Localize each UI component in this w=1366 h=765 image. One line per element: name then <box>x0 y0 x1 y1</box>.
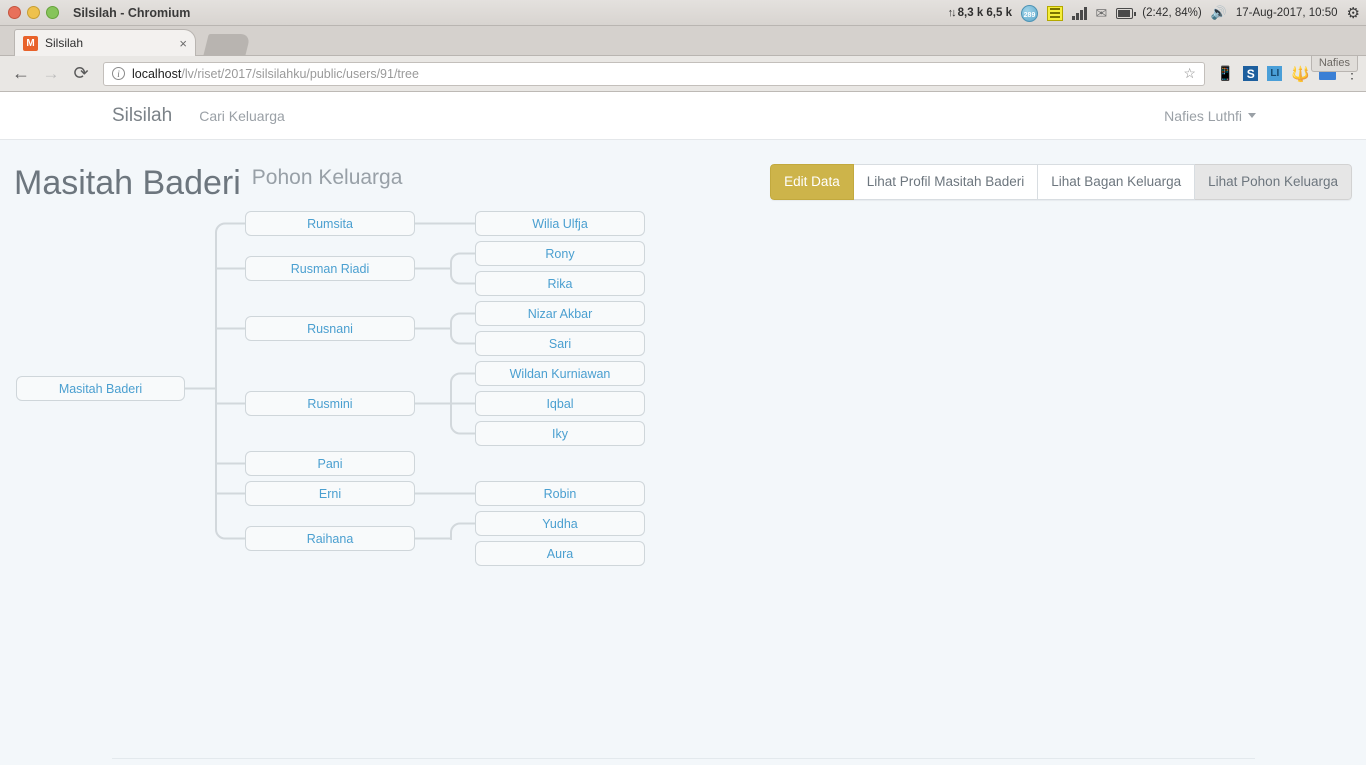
action-button-3[interactable]: Lihat Pohon Keluarga <box>1195 164 1352 201</box>
window-maximize-button[interactable] <box>46 6 59 19</box>
navbar-brand[interactable]: Silsilah <box>112 104 173 126</box>
browser-tab-strip: M Silsilah × Nafies <box>0 26 1366 72</box>
page-subtitle: Pohon Keluarga <box>251 166 403 189</box>
tree-node-grandchild[interactable]: Iky <box>475 421 645 446</box>
tree-node-grandchild[interactable]: Nizar Akbar <box>475 301 645 326</box>
tree-node-grandchild[interactable]: Rika <box>475 271 645 296</box>
browser-toolbar: ← → ⟳ i localhost/lv/riset/2017/silsilah… <box>0 56 1366 92</box>
page-title: Masitah Baderi <box>14 164 241 202</box>
tree-node-root[interactable]: Masitah Baderi <box>16 376 185 401</box>
tree-node-grandchild[interactable]: Iqbal <box>475 391 645 416</box>
tree-node-grandchild[interactable]: Sari <box>475 331 645 356</box>
family-tree: Masitah Baderi Rumsita Wilia Ulfja Rusman R… <box>0 140 1366 566</box>
window-title: Silsilah - Chromium <box>73 5 191 20</box>
favicon-icon: M <box>23 35 38 51</box>
os-title-bar: Silsilah - Chromium ↑↓ 8,3 k 6,5 k 289 ✉… <box>0 0 1366 26</box>
action-button-0[interactable]: Edit Data <box>770 164 854 201</box>
gear-icon[interactable]: ⚙ <box>1346 5 1360 22</box>
tree-node-grandchild[interactable]: Yudha <box>475 511 645 536</box>
mobile-push-icon[interactable]: 📱 <box>1216 65 1235 81</box>
clock-datetime: 17-Aug-2017, 10:50 <box>1235 7 1338 19</box>
tree-node-child[interactable]: Rusmini <box>245 391 415 416</box>
network-speed-text: 8,3 k 6,5 k <box>957 7 1012 19</box>
battery-status-text: (2:42, 84%) <box>1142 7 1202 19</box>
url-text: localhost/lv/riset/2017/silsilahku/publi… <box>132 67 1176 81</box>
action-button-2[interactable]: Lihat Bagan Keluarga <box>1038 164 1196 201</box>
url-path: /lv/riset/2017/silsilahku/public/users/9… <box>181 66 419 81</box>
network-speed-indicator: ↑↓ 8,3 k 6,5 k <box>948 7 1012 19</box>
action-button-group: Edit Data Lihat Profil Masitah Baderi Liha… <box>770 164 1352 201</box>
mail-icon[interactable]: ✉ <box>1095 4 1108 21</box>
new-tab-button[interactable] <box>203 34 251 56</box>
network-arrows-icon: ↑↓ <box>947 7 957 19</box>
tab-title: Silsilah <box>45 36 84 50</box>
close-icon[interactable]: × <box>179 35 187 51</box>
url-bar[interactable]: i localhost/lv/riset/2017/silsilahku/pub… <box>103 61 1205 86</box>
forward-icon[interactable]: → <box>42 63 60 83</box>
list-icon[interactable] <box>1047 5 1063 21</box>
tree-node-grandchild[interactable]: Robin <box>475 481 645 506</box>
s-extension-icon[interactable]: S <box>1243 66 1259 81</box>
page-content: Masitah Baderi Pohon Keluarga Edit Data L… <box>0 140 1366 764</box>
volume-icon[interactable]: 🔊 <box>1210 5 1227 20</box>
tree-node-child[interactable]: Raihana <box>245 526 415 551</box>
tree-node-child[interactable]: Erni <box>245 481 415 506</box>
tree-node-grandchild[interactable]: Rony <box>475 241 645 266</box>
tree-node-child[interactable]: Rusnani <box>245 316 415 341</box>
laravel-icon[interactable]: 🔱 <box>1291 65 1310 83</box>
tree-node-child[interactable]: Pani <box>245 451 415 476</box>
window-minimize-button[interactable] <box>27 6 40 19</box>
tree-node-grandchild[interactable]: Wildan Kurniawan <box>475 361 645 386</box>
user-menu-label: Nafies Luthfi <box>1164 107 1242 124</box>
tree-node-grandchild[interactable]: Wilia Ulfja <box>475 211 645 236</box>
bookmark-star-icon[interactable]: ☆ <box>1183 65 1196 81</box>
tree-node-grandchild[interactable]: Aura <box>475 541 645 566</box>
battery-icon[interactable] <box>1116 7 1137 19</box>
window-controls <box>0 6 59 19</box>
nav-link-cari-keluarga[interactable]: Cari Keluarga <box>199 107 285 124</box>
section-divider <box>112 758 1255 759</box>
signal-icon[interactable] <box>1072 6 1087 20</box>
li-extension-icon[interactable]: LI <box>1267 66 1283 81</box>
window-close-button[interactable] <box>8 6 21 19</box>
action-button-1[interactable]: Lihat Profil Masitah Baderi <box>853 164 1039 201</box>
reload-icon[interactable]: ⟳ <box>73 63 89 83</box>
cloud-badge-icon[interactable]: 289 <box>1021 4 1038 22</box>
page-header: Masitah Baderi Pohon Keluarga Edit Data L… <box>0 140 1366 202</box>
back-icon[interactable]: ← <box>12 63 30 83</box>
url-host: localhost <box>132 66 182 81</box>
system-tray: ↑↓ 8,3 k 6,5 k 289 ✉ (2:42, 84%) 🔊 17-Au… <box>948 0 1360 26</box>
tree-node-child[interactable]: Rumsita <box>245 211 415 236</box>
page-info-icon[interactable]: i <box>112 67 125 80</box>
chevron-down-icon <box>1248 113 1256 118</box>
user-menu[interactable]: Nafies Luthfi <box>1164 108 1256 124</box>
browser-user-indicator[interactable]: Nafies <box>1310 56 1358 72</box>
app-navbar: Silsilah Cari Keluarga Nafies Luthfi <box>0 92 1366 140</box>
tree-node-child[interactable]: Rusman Riadi <box>245 256 415 281</box>
browser-tab[interactable]: M Silsilah × <box>14 29 196 56</box>
